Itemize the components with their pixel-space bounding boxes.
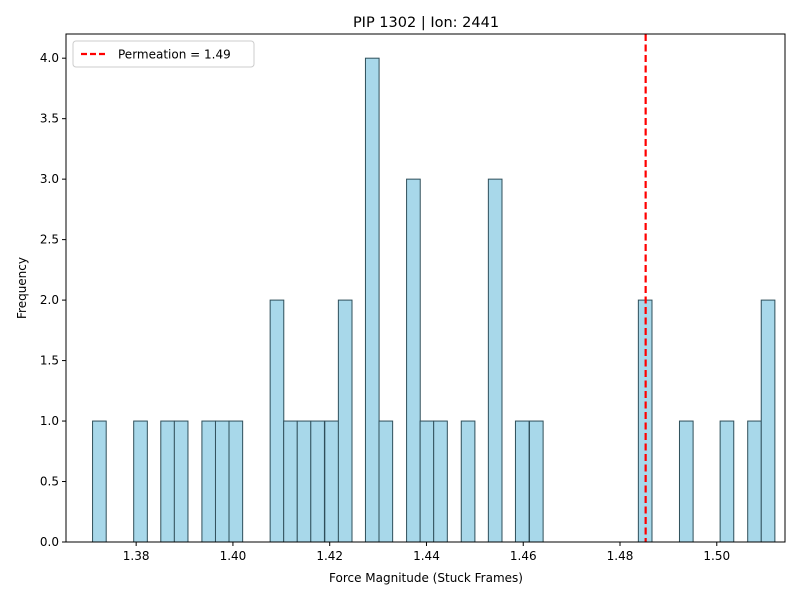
y-tick-label-8: 4.0 — [40, 51, 59, 65]
histogram-bar-7 — [269, 299, 285, 543]
chart-title: PIP 1302 | Ion: 2441 — [353, 15, 499, 31]
x-tick-label-1: 1.40 — [220, 549, 247, 563]
x-tick-label-4: 1.46 — [510, 549, 537, 563]
y-tick-label-6: 3.0 — [40, 172, 59, 186]
y-tick-label-4: 2.0 — [40, 293, 59, 307]
histogram-bar-25 — [747, 420, 762, 543]
y-tick-label-3: 1.5 — [40, 354, 59, 368]
plot-area-frame — [65, 33, 786, 543]
histogram-bar-18 — [460, 420, 476, 543]
histogram-bar-13 — [364, 57, 380, 543]
histogram-bar-11 — [324, 420, 339, 543]
y-tick-label-0: 0.0 — [40, 535, 59, 549]
x-tick-label-0: 1.38 — [123, 549, 150, 563]
y-tick-label-2: 1.0 — [40, 414, 59, 428]
y-axis-title: Frequency — [15, 257, 29, 319]
bars-layer — [92, 57, 776, 543]
histogram-bar-24 — [719, 420, 735, 543]
legend: Permeation = 1.49 — [72, 40, 255, 68]
y-tick-label-5: 2.5 — [40, 233, 59, 247]
y-tick-label-1: 0.5 — [40, 475, 59, 489]
histogram-bar-23 — [678, 420, 694, 543]
histogram-bar-1 — [133, 420, 148, 543]
histogram-bar-3 — [173, 420, 189, 543]
histogram-bar-10 — [310, 420, 325, 543]
histogram-bar-5 — [214, 420, 230, 543]
x-tick-label-6: 1.50 — [703, 549, 730, 563]
y-axis-ticks: 0.0 0.5 1.0 1.5 2.0 2.5 3.0 3.5 4.0 — [40, 51, 66, 549]
histogram-bar-22 — [637, 299, 653, 543]
x-tick-label-5: 1.48 — [607, 549, 634, 563]
histogram-bar-0 — [92, 420, 107, 543]
x-axis-ticks: 1.38 1.40 1.42 1.44 1.46 1.48 1.50 — [123, 542, 730, 563]
histogram-bar-17 — [433, 420, 448, 543]
histogram-bar-12 — [337, 299, 353, 543]
y-tick-label-7: 3.5 — [40, 112, 59, 126]
x-axis-title: Force Magnitude (Stuck Frames) — [329, 571, 523, 585]
histogram-bar-4 — [201, 420, 217, 543]
histogram-bar-6 — [228, 420, 244, 543]
histogram-bar-8 — [283, 420, 298, 543]
legend-box — [72, 40, 255, 68]
histogram-bar-19 — [487, 178, 503, 543]
histogram-bar-20 — [514, 420, 530, 543]
histogram-bar-16 — [419, 420, 435, 543]
histogram-bar-26 — [760, 299, 776, 543]
x-tick-label-3: 1.44 — [413, 549, 440, 563]
histogram-bar-2 — [160, 420, 175, 543]
legend-entry-permeation: Permeation = 1.49 — [118, 48, 231, 62]
histogram-bar-14 — [378, 420, 394, 543]
histogram-bar-15 — [406, 178, 421, 543]
histogram-bar-9 — [296, 420, 312, 543]
x-tick-label-2: 1.42 — [316, 549, 343, 563]
histogram-bar-21 — [528, 420, 544, 543]
